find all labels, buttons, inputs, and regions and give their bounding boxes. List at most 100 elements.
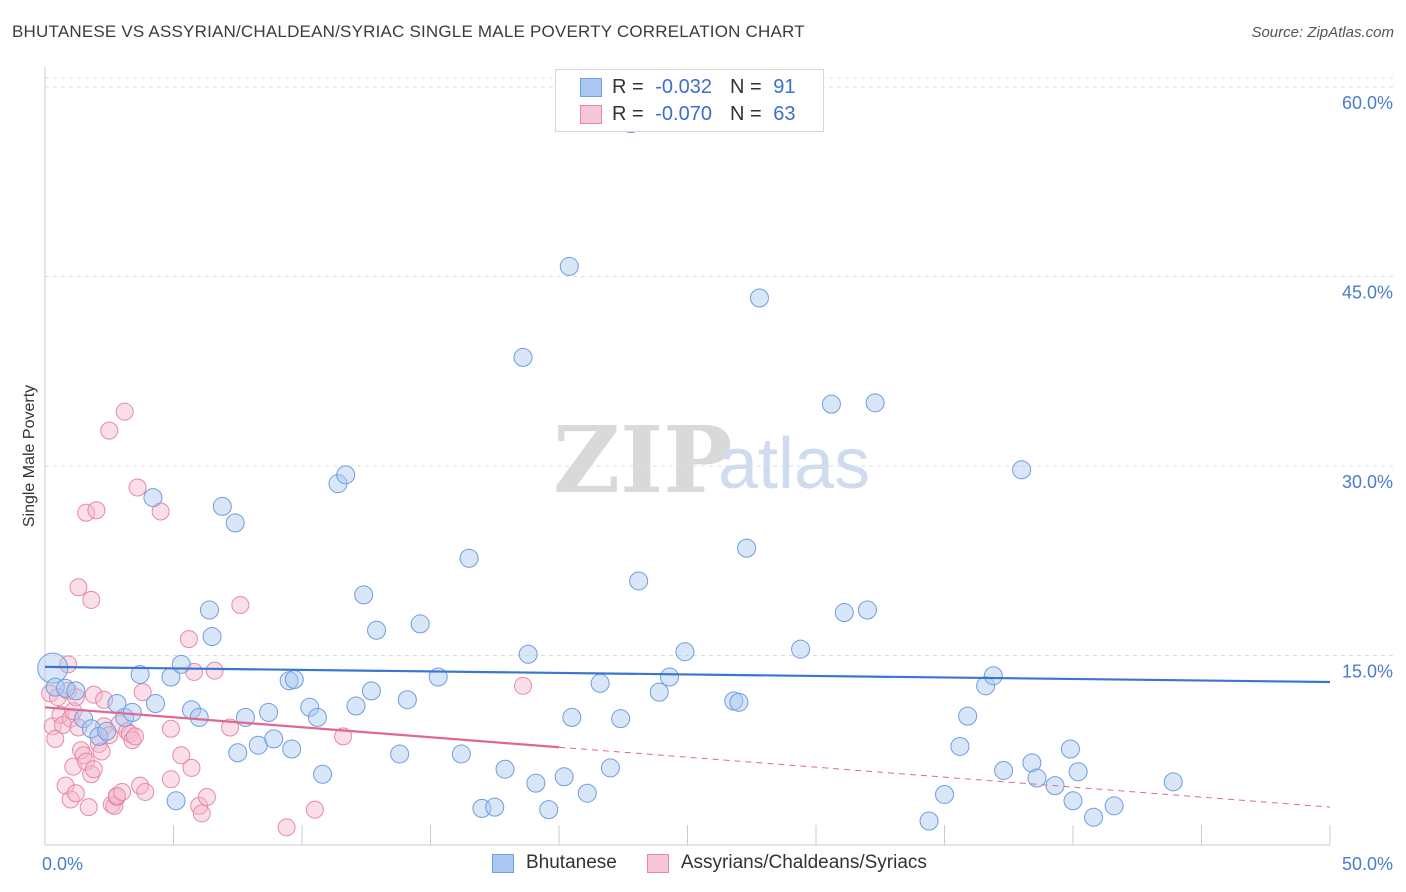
y-axis-label: Single Male Poverty	[21, 385, 38, 527]
bhutanese-point	[559, 256, 579, 276]
bhutanese-point	[1060, 739, 1080, 759]
legend-row-assyrian: R = -0.070 N = 63	[580, 102, 795, 126]
series-label-assyrian: Assyrians/Chaldeans/Syriacs	[680, 852, 927, 873]
assyrian-trend-extension	[558, 746, 1331, 808]
bhutanese-point	[81, 719, 101, 739]
bhutanese-point	[919, 811, 939, 831]
assyrian-trend-line	[44, 706, 560, 749]
bhutanese-point	[451, 744, 471, 764]
series-legend-bhutanese: Bhutanese	[492, 852, 617, 874]
bhutanese-point	[354, 585, 374, 605]
bhutanese-point	[143, 488, 163, 508]
source-label: Source: ZipAtlas.com	[1251, 24, 1394, 41]
bhutanese-point	[834, 603, 854, 623]
assyrian-point	[334, 727, 353, 746]
assyrian-point	[277, 818, 296, 837]
assyrian-point	[231, 595, 250, 614]
assyrian-point	[87, 501, 106, 520]
assyrian-point	[84, 760, 103, 779]
assyrian-point	[113, 782, 132, 801]
bhutanese-point	[495, 759, 515, 779]
correlation-legend: R = -0.032 N = 91 R = -0.070 N = 63	[555, 69, 824, 132]
assyrian-point	[161, 770, 180, 789]
series-legend-assyrian: Assyrians/Chaldeans/Syriacs	[646, 852, 927, 874]
bhutanese-point	[958, 706, 978, 726]
bhutanese-point	[284, 670, 304, 690]
legend-r-value: -0.032	[655, 75, 712, 98]
bhutanese-point	[313, 764, 333, 784]
assyrian-point	[59, 655, 78, 674]
bhutanese-point	[729, 692, 749, 712]
assyrian-point	[53, 715, 72, 734]
assyrian-point	[69, 578, 88, 597]
bhutanese-point	[976, 676, 996, 696]
bhutanese-point	[336, 465, 356, 485]
bhutanese-point	[791, 639, 811, 659]
chart-title: BHUTANESE VS ASSYRIAN/CHALDEAN/SYRIAC SI…	[12, 22, 805, 41]
bhutanese-point	[361, 681, 381, 701]
bhutanese-point	[1163, 772, 1183, 792]
legend-n-label: N =	[729, 102, 768, 125]
series-swatch-pink	[646, 853, 669, 873]
bhutanese-point	[821, 394, 841, 414]
bhutanese-point	[554, 767, 574, 787]
bhutanese-point	[1012, 460, 1032, 480]
assyrian-point	[179, 630, 198, 649]
bhutanese-point	[577, 783, 597, 803]
bhutanese-point	[346, 696, 366, 716]
assyrian-point	[192, 804, 211, 823]
bhutanese-point	[1068, 762, 1088, 782]
bhutanese-point	[202, 627, 222, 647]
bhutanese-trend-line	[44, 665, 1331, 684]
legend-r-value: -0.070	[655, 102, 712, 125]
bhutanese-point	[189, 707, 209, 727]
assyrian-point	[82, 590, 101, 609]
bhutanese-point	[307, 707, 327, 727]
bhutanese-point	[590, 673, 610, 693]
bhutanese-point	[97, 721, 117, 741]
bhutanese-point	[459, 548, 479, 568]
bhutanese-point	[1027, 768, 1047, 788]
y-tick-label: 30.0%	[1342, 472, 1393, 492]
bhutanese-point	[737, 538, 757, 558]
bhutanese-point	[410, 614, 430, 634]
bhutanese-point	[390, 744, 410, 764]
bhutanese-point	[562, 707, 582, 727]
series-label-bhutanese: Bhutanese	[526, 852, 617, 873]
legend-n-label: N =	[729, 75, 768, 98]
assyrian-point	[136, 782, 155, 801]
assyrian-point	[197, 787, 216, 806]
bhutanese-point	[518, 644, 538, 664]
assyrian-point	[79, 798, 98, 817]
assyrian-point	[305, 800, 324, 819]
assyrian-point	[172, 746, 191, 765]
watermark-atlas: atlas	[718, 424, 870, 504]
bhutanese-point	[857, 600, 877, 620]
assyrian-point	[205, 661, 224, 680]
bhutanese-point	[1063, 791, 1083, 811]
assyrian-point	[82, 765, 101, 784]
bhutanese-point	[130, 664, 150, 684]
bhutanese-point	[397, 690, 417, 710]
assyrian-point	[92, 742, 111, 761]
bhutanese-point	[983, 666, 1003, 686]
assyrian-point	[84, 685, 103, 704]
bhutanese-point	[600, 758, 620, 778]
bhutanese-point	[45, 677, 65, 697]
bhutanese-point	[212, 496, 232, 516]
axes	[44, 67, 1331, 846]
bhutanese-point	[649, 682, 669, 702]
bhutanese-point	[935, 784, 954, 804]
bhutanese-point	[950, 736, 970, 756]
bhutanese-point	[485, 797, 505, 817]
bhutanese-point	[66, 681, 86, 701]
series-legend: Bhutanese Assyrians/Chaldeans/Syriacs	[492, 852, 957, 874]
assyrian-point	[514, 676, 533, 695]
bhutanese-point	[539, 800, 559, 820]
assyrian-point	[115, 402, 134, 421]
bhutanese-point	[675, 642, 695, 662]
assyrian-point	[128, 478, 147, 497]
gridlines	[45, 77, 1394, 656]
bhutanese-point	[166, 791, 186, 811]
